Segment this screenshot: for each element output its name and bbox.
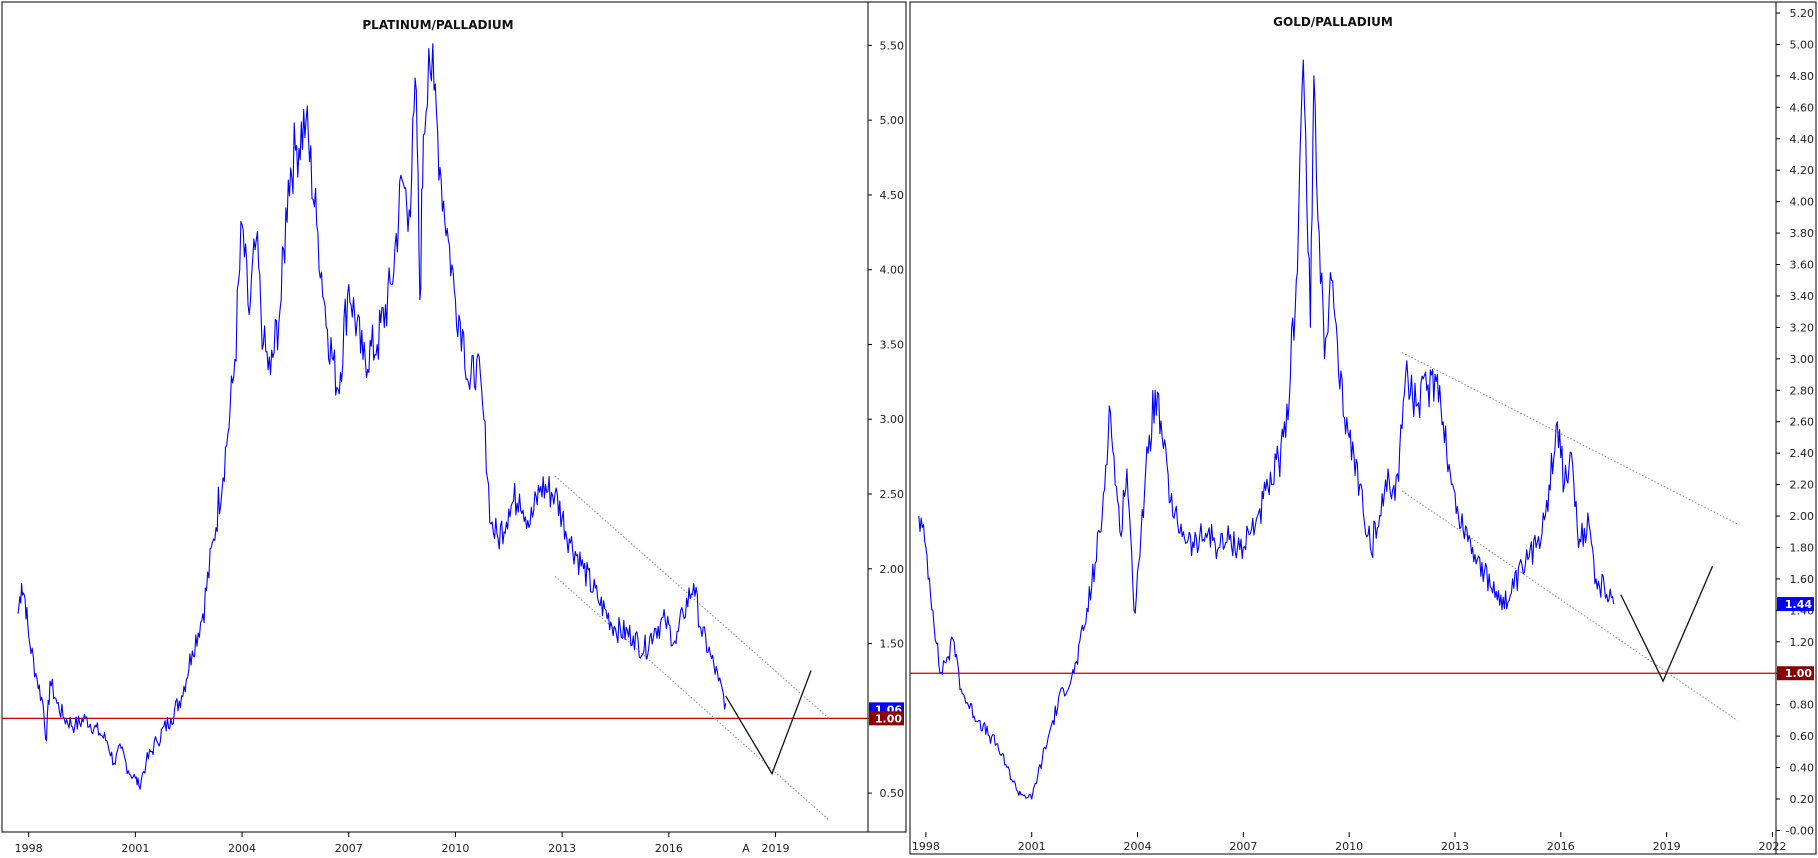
y-tick-label: 1.80	[1790, 541, 1815, 554]
plot-frame	[909, 1, 1777, 855]
projection-line	[725, 670, 812, 776]
x-tick-label: 2013	[548, 842, 576, 855]
trend-line	[554, 475, 830, 719]
y-tick-label: 2.00	[880, 563, 905, 576]
y-axis-frame	[867, 1, 907, 833]
series-line	[918, 59, 1615, 800]
y-tick-label: 4.20	[1790, 164, 1815, 177]
trend-line	[1401, 490, 1738, 721]
y-tick-label: 0.80	[1790, 699, 1815, 712]
chart-title: GOLD/PALLADIUM	[1273, 15, 1393, 29]
trend-lines	[554, 475, 830, 821]
y-tick-label: 4.40	[1790, 133, 1815, 146]
y-tick-label: 0.60	[1790, 730, 1815, 743]
price-line-group	[17, 43, 727, 790]
y-tick-label: 3.50	[880, 338, 905, 351]
y-tick-label: 3.80	[1790, 227, 1815, 240]
x-tick-label: 2010	[1335, 840, 1363, 853]
x-tick-label: 1998	[15, 842, 43, 855]
x-tick-label: 2001	[1018, 840, 1046, 853]
price-line-group	[918, 59, 1615, 800]
y-tick-label: 3.60	[1790, 259, 1815, 272]
trend-line	[554, 575, 830, 821]
y-tick-label: 2.80	[1790, 384, 1815, 397]
chart-panel-platinum-palladium: PLATINUM/PALLADIUM 1998 2001 2004 2007 2010 2…	[1, 1, 907, 855]
y-tick-label: 5.00	[1790, 38, 1815, 51]
y-tick-label: 5.00	[880, 114, 905, 127]
x-tick-label: 2019	[762, 842, 790, 855]
x-tick-label: 2016	[1547, 840, 1575, 853]
y-tick-label: 3.20	[1790, 321, 1815, 334]
y-tick-label: 3.40	[1790, 290, 1815, 303]
y-tick-label: 3.00	[1790, 353, 1815, 366]
series-line	[17, 43, 727, 790]
projection-group	[1620, 566, 1714, 683]
y-tick-label: 0.40	[1790, 762, 1815, 775]
y-axis-frame	[1775, 1, 1817, 855]
last-value-badge	[1777, 597, 1814, 612]
y-tick-label: -0.00	[1786, 824, 1814, 837]
y-tick-label: 4.50	[880, 189, 905, 202]
y-tick-label: 2.40	[1790, 447, 1815, 460]
reference-value-label: 1.00	[1785, 667, 1812, 680]
x-tick-label: 2004	[1124, 840, 1152, 853]
y-tick-label: 4.60	[1790, 101, 1815, 114]
reference-value-badge	[869, 711, 904, 726]
badges: 1.44 1.00	[1777, 597, 1814, 681]
projection-line	[1620, 566, 1714, 683]
projection-group	[725, 670, 812, 776]
y-tick-label: 4.00	[880, 264, 905, 277]
badges: 1.061.00	[869, 702, 904, 726]
x-axis: 1998 2001 2004 2007 2010 2013 2016 2019 2022	[912, 832, 1786, 853]
x-tick-label: A	[742, 842, 750, 855]
y-tick-label: 4.80	[1790, 70, 1815, 83]
y-tick-label: 2.50	[880, 488, 905, 501]
y-tick-label: 5.20	[1790, 7, 1815, 20]
y-tick-label: 1.60	[1790, 573, 1815, 586]
x-tick-label: 2013	[1441, 840, 1469, 853]
last-value-label: 1.44	[1785, 598, 1812, 611]
trend-lines	[1401, 352, 1738, 721]
plot-frame	[1, 1, 869, 833]
y-tick-label: 3.00	[880, 413, 905, 426]
y-tick-label: 4.00	[1790, 196, 1815, 209]
y-tick-label: 2.60	[1790, 416, 1815, 429]
chart-panel-gold-palladium: GOLD/PALLADIUM 1998 2001 2004 2007 2010 2013 2…	[909, 1, 1817, 855]
reference-value-badge	[1777, 666, 1814, 681]
y-tick-label: 2.20	[1790, 479, 1815, 492]
x-tick-label: 2001	[121, 842, 149, 855]
x-tick-label: 2007	[1229, 840, 1257, 853]
x-tick-label: 2016	[655, 842, 683, 855]
y-tick-label: 0.20	[1790, 793, 1815, 806]
y-tick-label: 1.20	[1790, 636, 1815, 649]
x-tick-label: 2022	[1758, 840, 1786, 853]
y-tick-label: 0.50	[880, 787, 905, 800]
chart-title: PLATINUM/PALLADIUM	[362, 18, 513, 32]
x-tick-label: 1998	[912, 840, 940, 853]
y-tick-label: 1.50	[880, 638, 905, 651]
y-tick-label: 5.50	[880, 39, 905, 52]
x-tick-label: 2004	[228, 842, 256, 855]
x-tick-label: 2019	[1653, 840, 1681, 853]
y-axis: -0.000.200.400.600.801.001.201.401.601.8…	[1776, 7, 1814, 837]
reference-value-label: 1.00	[875, 712, 902, 725]
x-tick-label: 2010	[441, 842, 469, 855]
x-axis: 1998 2001 2004 2007 2010 2013 2016 2019 A	[15, 832, 790, 855]
y-tick-label: 2.00	[1790, 510, 1815, 523]
x-tick-label: 2007	[335, 842, 363, 855]
